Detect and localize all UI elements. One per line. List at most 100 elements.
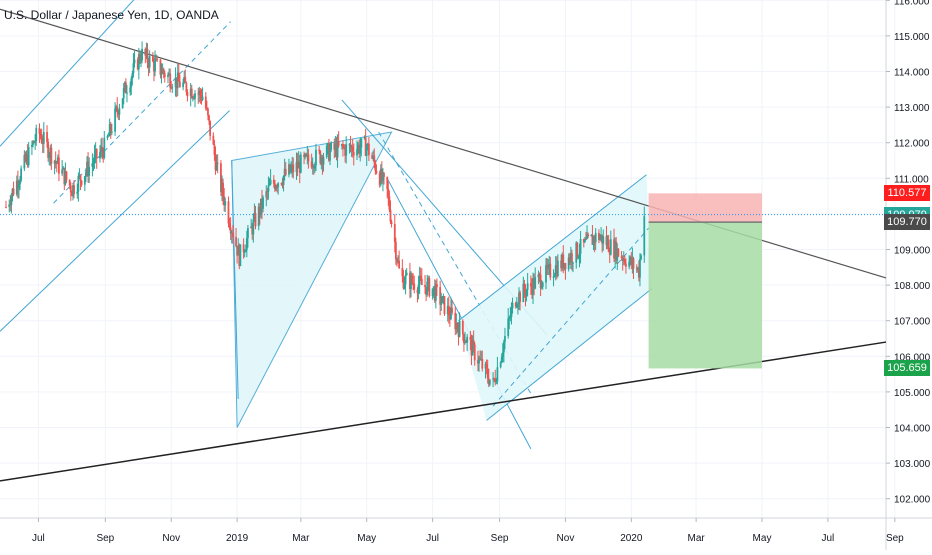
candle-body (16, 180, 19, 189)
candle-body (440, 302, 443, 305)
candle-body (304, 154, 307, 158)
candle-body (448, 315, 451, 320)
candle-body (73, 185, 75, 194)
candle-body (522, 283, 525, 303)
candle-body (267, 185, 270, 192)
candle-body (329, 150, 331, 161)
candle-body (386, 177, 389, 190)
candle-body (77, 176, 80, 192)
candle-body (360, 138, 363, 148)
candle-body (146, 49, 149, 63)
candle-body (213, 144, 216, 155)
candle-body (144, 48, 147, 56)
x-tick-label: Mar (292, 533, 310, 544)
candle-body (493, 378, 496, 380)
candle-body (590, 234, 593, 237)
candle-body (488, 379, 491, 385)
candle-body (450, 307, 452, 320)
candle-body (15, 180, 18, 195)
candle-body (487, 378, 490, 385)
candle-body (397, 260, 399, 262)
candle-body (336, 141, 339, 158)
candle-body (432, 286, 435, 289)
candle-body (343, 147, 345, 149)
candle-body (569, 253, 572, 262)
candle-body (156, 59, 159, 61)
candle-body (613, 239, 615, 259)
candle-body (63, 167, 66, 185)
candle-body (174, 77, 177, 88)
candle-body (531, 286, 533, 295)
candle-body (291, 164, 294, 169)
candle-body (171, 87, 174, 89)
candle-body (330, 142, 332, 151)
x-tick-label: 2019 (226, 533, 249, 544)
candle-body (380, 168, 383, 181)
candle-body (303, 154, 305, 158)
candle-body (184, 76, 187, 83)
candle-body (190, 88, 193, 98)
candle-body (556, 260, 559, 276)
candle-body (281, 184, 284, 186)
candle-body (20, 168, 23, 181)
candle-body (12, 188, 15, 195)
candle-body (576, 242, 579, 258)
candle-body (447, 305, 450, 316)
candle-body (629, 256, 632, 262)
candle-body (567, 257, 570, 270)
candle-body (99, 152, 101, 159)
candle-body (606, 239, 609, 246)
candle-body (215, 162, 218, 171)
candle-body (322, 157, 325, 165)
x-tick-label: Jul (426, 533, 439, 544)
candle-body (91, 163, 94, 167)
candle-body (25, 154, 28, 162)
candle-body (61, 169, 64, 174)
candle-body (292, 164, 295, 173)
candle-body (484, 363, 487, 369)
pattern-triangle (231, 131, 393, 428)
candle-body (379, 168, 382, 185)
candle-body (227, 201, 230, 224)
candle-body (431, 288, 434, 296)
left-channel-upper (0, 0, 135, 147)
candle-body (114, 108, 116, 132)
candle-body (514, 302, 517, 307)
candle-body (373, 155, 376, 163)
candle-body (545, 265, 547, 283)
candle-body (348, 144, 351, 146)
y-tick-label: 113.000 (894, 103, 930, 114)
candle-body (311, 166, 314, 168)
candle-body (268, 184, 271, 186)
candle-body (625, 263, 627, 267)
candle-body (607, 239, 610, 253)
candle-body (160, 73, 163, 75)
candle-body (409, 272, 411, 289)
candle-body (62, 167, 65, 170)
candle-body (594, 232, 597, 243)
candle-body (504, 336, 506, 342)
candle-body (486, 368, 489, 379)
candle-body (167, 74, 169, 78)
candle-body (33, 141, 35, 143)
y-tick-label: 105.000 (894, 388, 931, 399)
candle-body (568, 257, 571, 262)
candle-body (261, 198, 263, 209)
candle-body (541, 282, 544, 287)
candle-body (123, 82, 126, 88)
candle-body (473, 344, 476, 361)
candle-body (342, 144, 344, 148)
candle-body (402, 276, 405, 289)
candle-body (500, 356, 503, 363)
left-channel-mid (53, 21, 231, 204)
candle-body (461, 320, 464, 335)
candle-body (253, 213, 256, 220)
candle-body (178, 81, 181, 88)
candle-body (631, 258, 634, 265)
candle-body (632, 258, 635, 269)
candle-body (312, 166, 315, 169)
candle-body (549, 263, 552, 278)
candle-body (48, 155, 51, 158)
